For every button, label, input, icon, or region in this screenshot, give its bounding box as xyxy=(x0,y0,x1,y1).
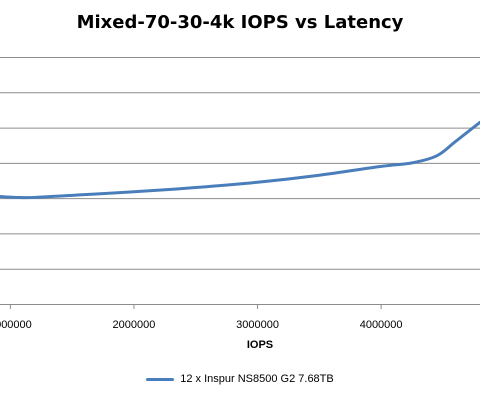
x-tick-label: 1000000 xyxy=(0,319,32,331)
series-line xyxy=(0,120,480,200)
x-axis-title: IOPS xyxy=(247,339,273,351)
legend: 12 x Inspur NS8500 G2 7.68TB xyxy=(0,373,480,385)
chart-title: Mixed-70-30-4k IOPS vs Latency xyxy=(76,12,404,33)
x-tick-labels: 1000000 2000000 3000000 4000000 xyxy=(0,304,403,331)
legend-label: 12 x Inspur NS8500 G2 7.68TB xyxy=(180,373,334,385)
gridlines xyxy=(0,57,480,305)
legend-swatch xyxy=(146,377,175,381)
x-tick-label: 2000000 xyxy=(113,319,156,331)
x-tick-label: 3000000 xyxy=(236,319,279,331)
x-tick-label: 4000000 xyxy=(360,319,403,331)
